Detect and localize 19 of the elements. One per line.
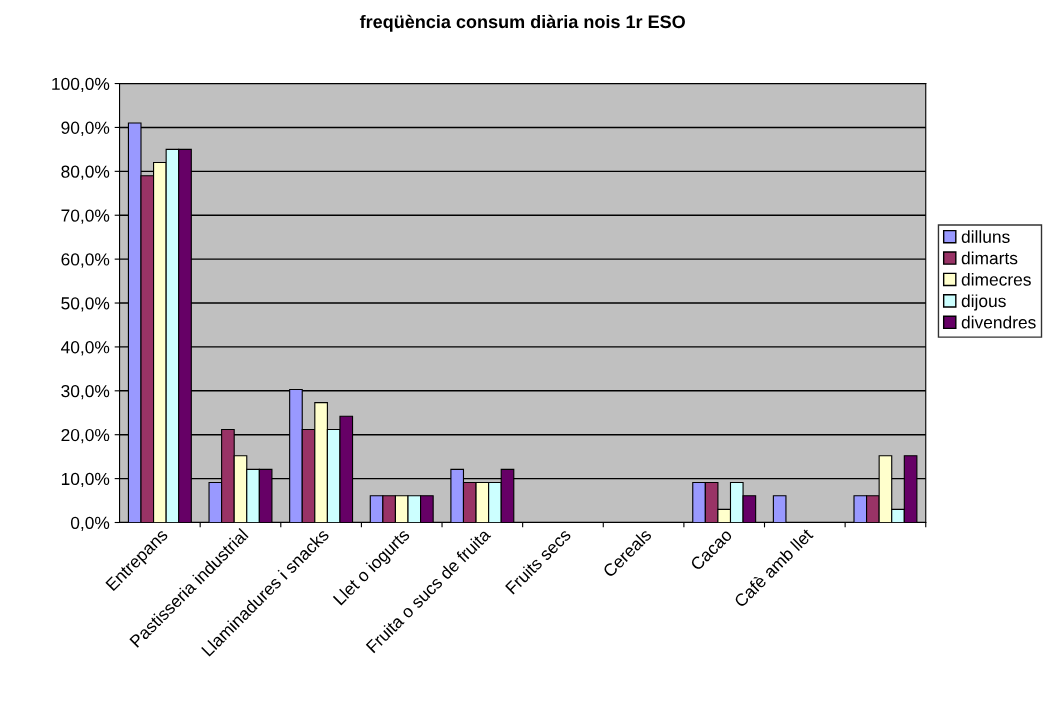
y-tick-label: 10,0% bbox=[61, 472, 110, 488]
y-tick-label: 50,0% bbox=[61, 297, 110, 312]
y-tick-label: 20,0% bbox=[61, 428, 110, 444]
y-tick-label: 90,0% bbox=[61, 121, 110, 136]
legend-label: dilluns bbox=[961, 230, 1010, 243]
legend-label: dimarts bbox=[961, 251, 1018, 265]
legend-label: divendres bbox=[961, 315, 1036, 329]
y-tick-label: 100,0% bbox=[52, 77, 110, 93]
y-tick-label: 80,0% bbox=[61, 165, 110, 180]
y-tick-label: 60,0% bbox=[61, 253, 110, 268]
y-tick-label: 40,0% bbox=[61, 341, 110, 356]
x-tick-label: Cafè amb llet bbox=[732, 527, 814, 608]
bar bbox=[772, 495, 787, 523]
y-tick-label: 0,0% bbox=[70, 516, 110, 532]
legend-label: dijous bbox=[961, 294, 1006, 311]
y-tick-label: 30,0% bbox=[61, 384, 110, 400]
legend-label: dimecres bbox=[961, 272, 1031, 286]
chart-title: freqüència consum diària nois 1r ESO bbox=[359, 14, 685, 32]
y-tick-label: 70,0% bbox=[61, 209, 110, 224]
